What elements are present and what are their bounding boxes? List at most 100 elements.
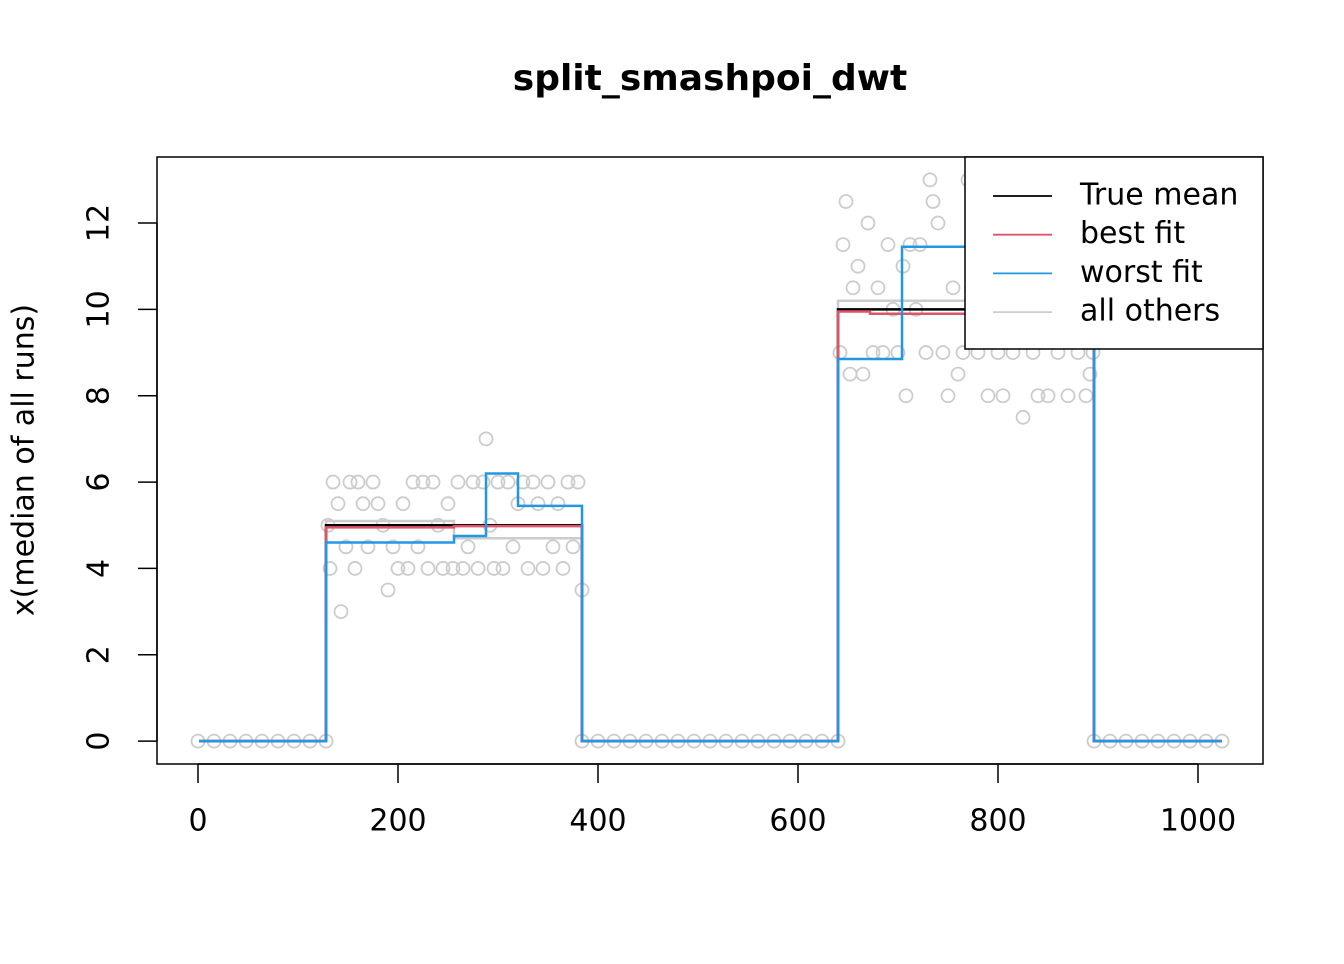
data-point xyxy=(525,474,541,490)
data-point xyxy=(380,582,396,598)
data-point xyxy=(922,172,938,188)
data-point xyxy=(410,539,426,555)
data-point xyxy=(330,496,346,512)
data-point xyxy=(565,539,581,555)
data-point xyxy=(455,561,471,576)
data-point xyxy=(860,215,876,231)
data-point xyxy=(486,561,502,576)
data-point xyxy=(505,539,521,555)
data-point xyxy=(875,345,891,360)
y-tick-label: 4 xyxy=(82,559,117,578)
data-point xyxy=(478,431,494,447)
data-point xyxy=(385,539,401,555)
data-point xyxy=(325,474,341,490)
data-point xyxy=(347,561,363,576)
data-point xyxy=(980,388,996,404)
data-point xyxy=(495,561,511,576)
data-point xyxy=(945,280,961,296)
y-tick-label: 2 xyxy=(82,645,117,664)
data-point xyxy=(425,474,441,490)
legend-label: True mean xyxy=(1079,178,1238,213)
data-point xyxy=(470,561,486,576)
data-point xyxy=(370,496,386,512)
legend-label: all others xyxy=(1080,294,1220,329)
series-line xyxy=(199,299,1222,743)
data-point xyxy=(902,237,918,253)
series-line xyxy=(199,308,1222,743)
plot-area xyxy=(190,172,1230,749)
x-tick-label: 800 xyxy=(969,804,1026,839)
data-point xyxy=(435,561,451,576)
data-point xyxy=(912,237,928,253)
data-point xyxy=(405,474,421,490)
data-point xyxy=(395,496,411,512)
data-point xyxy=(415,474,431,490)
data-point xyxy=(475,474,491,490)
chart-title: split_smashpoi_dwt xyxy=(513,58,907,99)
data-point xyxy=(535,561,551,576)
data-point xyxy=(322,561,338,576)
x-tick-label: 0 xyxy=(188,804,207,839)
data-point xyxy=(1082,366,1098,382)
data-point xyxy=(950,366,966,382)
data-point xyxy=(1078,388,1094,404)
data-point xyxy=(918,345,934,360)
data-point xyxy=(490,474,506,490)
data-point xyxy=(1040,388,1056,404)
data-point xyxy=(930,215,946,231)
data-point xyxy=(520,561,536,576)
data-point xyxy=(545,539,561,555)
data-point xyxy=(400,561,416,576)
data-point xyxy=(530,496,546,512)
series-line xyxy=(199,310,1222,743)
y-tick-label: 12 xyxy=(82,204,117,242)
data-point xyxy=(855,366,871,382)
data-point xyxy=(420,561,436,576)
data-point xyxy=(835,237,851,253)
data-point xyxy=(450,474,466,490)
legend-box xyxy=(964,156,1264,350)
data-point xyxy=(390,561,406,576)
data-point xyxy=(995,388,1011,404)
data-point xyxy=(870,280,886,296)
y-tick-label: 0 xyxy=(82,732,117,751)
data-point xyxy=(880,237,896,253)
data-point xyxy=(440,496,456,512)
data-point xyxy=(850,258,866,274)
data-point xyxy=(540,474,556,490)
data-point xyxy=(460,539,476,555)
data-point xyxy=(935,345,951,360)
data-point xyxy=(342,474,358,490)
data-point xyxy=(465,474,481,490)
data-point xyxy=(350,474,366,490)
x-tick-label: 200 xyxy=(369,804,426,839)
y-tick-label: 8 xyxy=(82,386,117,405)
data-point xyxy=(445,561,461,576)
data-point xyxy=(555,561,571,576)
data-point xyxy=(1030,388,1046,404)
data-point xyxy=(500,474,516,490)
legend-label: worst fit xyxy=(1080,255,1203,290)
data-point xyxy=(940,388,956,404)
data-point xyxy=(832,345,848,360)
data-point xyxy=(842,366,858,382)
data-point xyxy=(898,388,914,404)
data-point xyxy=(560,474,576,490)
legend-label: best fit xyxy=(1080,216,1185,251)
data-point xyxy=(1015,409,1031,425)
data-point xyxy=(355,496,371,512)
y-axis-label: x(median of all runs) xyxy=(7,304,42,616)
data-point xyxy=(360,539,376,555)
data-point xyxy=(333,604,349,620)
data-point xyxy=(838,194,854,209)
x-tick-label: 400 xyxy=(569,804,626,839)
data-point xyxy=(550,496,566,512)
data-point xyxy=(365,474,381,490)
data-point xyxy=(925,194,941,209)
data-point xyxy=(845,280,861,296)
data-point xyxy=(1060,388,1076,404)
data-point xyxy=(338,539,354,555)
data-point xyxy=(955,345,971,360)
x-tick-label: 600 xyxy=(769,804,826,839)
